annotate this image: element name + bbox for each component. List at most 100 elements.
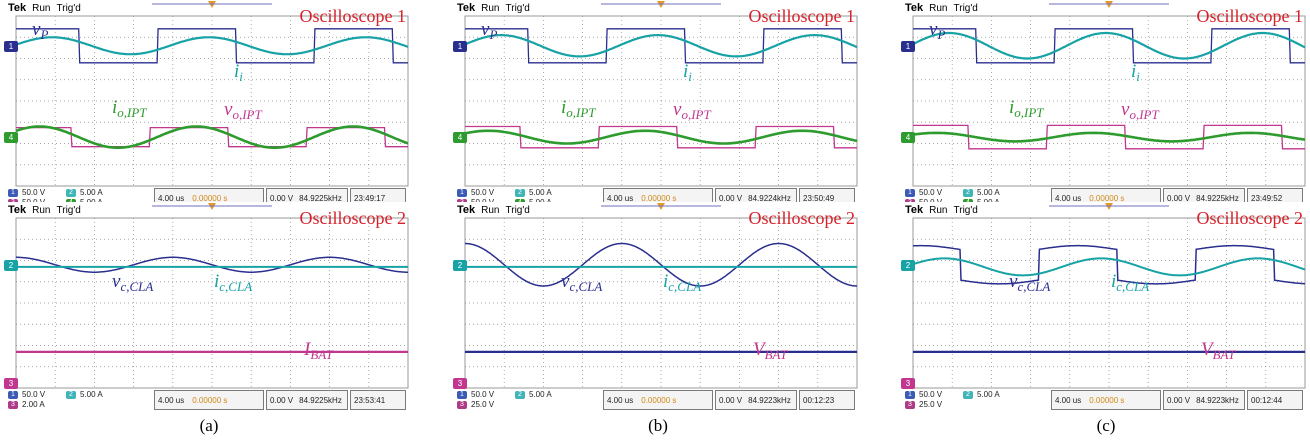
timebase-value: 4.00 us <box>158 194 185 203</box>
series-vc-line <box>913 244 1306 285</box>
series-io-line <box>912 131 1306 143</box>
ch3-scale: 25.0 V <box>471 400 495 409</box>
panel-2: Tek Run Trig'd 1 4 vP ii io,IPT vo,IPT Oscillosco… <box>901 0 1310 440</box>
label-vp-subtext: P <box>40 27 49 42</box>
label-io: io,IPT <box>561 98 596 119</box>
trigger-level: 0.00 V <box>270 396 294 405</box>
label-vo-sub: o,IPT <box>681 107 710 122</box>
run-status: Run <box>929 3 948 14</box>
ch1-scale: 50.0 V <box>471 390 495 399</box>
label-vo: vo,IPT <box>673 100 711 121</box>
channel-4-marker: 4 <box>453 132 467 144</box>
channel-4-marker: 4 <box>4 132 18 144</box>
scope-header: Tek Run Trig'd <box>905 204 984 218</box>
label-ic-subtext: c,CLA <box>1116 279 1150 294</box>
run-status: Run <box>481 205 500 216</box>
label-ii-sub: i <box>688 69 692 84</box>
series-io-line <box>464 129 858 145</box>
trigger-level: 0.00 V <box>270 194 294 203</box>
ch3-chip: 3 <box>457 400 467 409</box>
clock-readout: 00:12:23 <box>803 396 835 405</box>
series-ii-line <box>464 34 858 58</box>
panel-caption: (c) <box>1096 416 1116 435</box>
label-vp-sub: P <box>937 27 945 42</box>
label-io-main: i <box>112 97 118 118</box>
label-vo-main: v <box>673 99 682 120</box>
label-vo-subtext: o,IPT <box>232 107 262 122</box>
trigger-status: Trig'd <box>56 3 81 14</box>
frequency-readout: 84.9223kHz <box>1196 396 1239 405</box>
label-ic-subtext: c,CLA <box>668 279 702 294</box>
frequency-readout: 84.9225kHz <box>299 396 342 405</box>
oscilloscope-screen: Tek Run Trig'd 2 3 vc,CLA ic,CLA VBAT Oscillosco… <box>901 202 1310 410</box>
label-ii-subtext: i <box>688 69 692 84</box>
label-bat-main: V <box>1201 339 1213 360</box>
ch1-chip: 1 <box>457 390 467 399</box>
clock-readout: 00:12:44 <box>1251 396 1283 405</box>
timebase-value: 4.00 us <box>1055 194 1082 203</box>
ch3-chip: 3 <box>905 400 915 409</box>
label-vc: vc,CLA <box>112 272 153 293</box>
label-ii-subtext: i <box>239 69 243 84</box>
label-bat: VBAT <box>753 340 787 361</box>
scope-title: Oscilloscope 1 <box>748 6 855 26</box>
trigger-status: Trig'd <box>953 205 978 216</box>
label-io-subtext: o,IPT <box>117 105 147 120</box>
label-io-sub: o,IPT <box>1014 105 1043 120</box>
clock-box: 00:12:23 <box>799 390 855 410</box>
timebase-box: 4.00 us 0.00000 s <box>1051 390 1161 410</box>
trigger-box: 0.00 V 84.9223kHz <box>1163 390 1245 410</box>
label-ii-subtext: i <box>1136 69 1140 84</box>
label-ic-subtext: c,CLA <box>219 279 253 294</box>
status-row-2: 3 25.0 V <box>457 400 515 410</box>
series-ic-line <box>912 257 1306 277</box>
label-io-main: i <box>1009 97 1015 118</box>
offset-value: 0.00000 s <box>1089 396 1125 405</box>
trigger-level: 0.00 V <box>719 194 743 203</box>
ch1-scale: 50.0 V <box>22 390 46 399</box>
label-vp-sub: P <box>489 27 497 42</box>
label-vp-main: v <box>32 19 41 40</box>
oscilloscope-screen: Tek Run Trig'd 1 4 vP ii io,IPT vo,IPT Oscillosco… <box>901 0 1310 208</box>
channel-1-marker: 1 <box>4 40 18 52</box>
series-vp-line <box>16 28 408 64</box>
timebase-value: 4.00 us <box>1055 396 1082 405</box>
scope-header: Tek Run Trig'd <box>8 2 87 16</box>
run-status: Run <box>929 205 948 216</box>
oscilloscope-screen: Tek Run Trig'd 1 4 vP ii io,IPT vo,IPT Oscillosco… <box>4 0 414 208</box>
run-status: Run <box>32 205 51 216</box>
label-vo-main: v <box>1121 99 1130 120</box>
status-row-2: 3 25.0 V <box>905 400 963 410</box>
label-io-subtext: o,IPT <box>1014 105 1044 120</box>
channel-4-marker: 4 <box>901 132 915 144</box>
label-ic: ic,CLA <box>1111 272 1149 293</box>
frequency-readout: 84.9224kHz <box>748 194 791 203</box>
panel-1: Tek Run Trig'd 1 4 vP ii io,IPT vo,IPT Oscillosco… <box>453 0 863 440</box>
run-status: Run <box>481 3 500 14</box>
trigger-level: 0.00 V <box>719 396 743 405</box>
ch2-scale: 5.00 A <box>977 390 1000 399</box>
timebase-value: 4.00 us <box>607 396 634 405</box>
label-bat-subtext: BAT <box>1212 347 1236 362</box>
ch1-chip: 1 <box>8 188 18 197</box>
ch2-chip: 2 <box>963 188 973 197</box>
tek-logo: Tek <box>457 204 476 216</box>
scope-title: Oscilloscope 2 <box>748 208 855 228</box>
trigger-level: 0.00 V <box>1167 194 1191 203</box>
label-vc-subtext: c,CLA <box>569 279 603 294</box>
timebase-box: 4.00 us 0.00000 s <box>603 390 713 410</box>
label-ii-sub: i <box>1136 69 1140 84</box>
scope-title: Oscilloscope 1 <box>299 6 406 26</box>
label-io-main: i <box>561 97 567 118</box>
channel-1-marker: 1 <box>453 40 467 52</box>
label-io-subtext: o,IPT <box>566 105 596 120</box>
label-vp-sub: P <box>40 27 48 42</box>
label-vc-sub: c,CLA <box>120 279 153 294</box>
ch1-chip: 1 <box>8 390 18 399</box>
clock-readout: 23:49:17 <box>354 194 386 203</box>
panel-caption: (a) <box>199 416 219 435</box>
timebase-box: 4.00 us 0.00000 s <box>154 390 264 410</box>
channel-3-marker: 3 <box>4 378 18 389</box>
ch1-chip: 1 <box>905 188 915 197</box>
frequency-readout: 84.9223kHz <box>748 396 791 405</box>
